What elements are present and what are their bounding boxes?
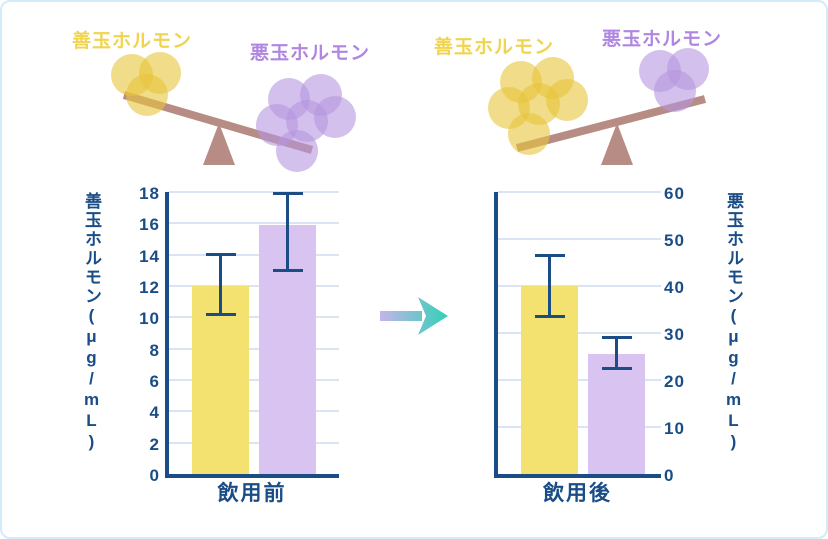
grid-line — [498, 238, 661, 240]
hormone-ball — [546, 79, 588, 121]
plot-area — [494, 191, 661, 478]
grid-line — [498, 426, 661, 428]
error-bar-line — [219, 254, 222, 315]
bad-hormone-balls — [639, 48, 709, 112]
tick-label: 30 — [664, 325, 685, 344]
error-bar-line — [615, 337, 618, 369]
hormone-ball — [654, 70, 696, 112]
error-bar-cap — [272, 268, 303, 272]
grid-line — [169, 347, 339, 350]
y-axis-ticks: 0 10 20 30 40 50 60 — [664, 184, 710, 485]
tick-label: 0 — [664, 466, 675, 485]
hormone-ball — [126, 74, 168, 116]
y-axis-ticks: 0 2 4 6 8 10 12 14 16 18 — [110, 184, 160, 485]
chart-before-drinking: 善玉ホルモン(μg/mL) 0 2 4 6 8 10 12 14 16 18 飲用前 — [72, 184, 372, 517]
good-hormone-label: 善玉ホルモン — [72, 31, 193, 52]
error-bar-line — [286, 193, 289, 271]
tick-label: 20 — [664, 372, 685, 391]
error-bar-cap — [534, 315, 565, 319]
error-bar-cap — [272, 192, 303, 196]
seesaw-before: 善玉ホルモン 悪玉ホルモン — [62, 12, 369, 177]
bad-hormone-balls — [256, 74, 356, 172]
bad-hormone-label: 悪玉ホルモン — [250, 43, 371, 64]
error-bar-cap — [601, 366, 632, 370]
error-bar-line — [548, 255, 551, 317]
tick-label: 16 — [139, 215, 160, 235]
y-axis-label-good-hormone: 善玉ホルモン(μg/mL) — [82, 192, 101, 453]
tick-label: 10 — [664, 419, 685, 438]
right-arrow-icon — [380, 297, 448, 335]
grid-line — [169, 285, 339, 287]
error-bar-cap — [534, 253, 565, 257]
grid-line — [169, 379, 339, 381]
seesaw-fulcrum — [601, 123, 633, 165]
tick-label: 4 — [149, 403, 160, 423]
error-bar-cap — [205, 253, 236, 257]
bad-hormone-label: 悪玉ホルモン — [602, 29, 723, 50]
tick-label: 8 — [149, 340, 160, 360]
hormone-ball — [276, 130, 318, 172]
grid-line — [169, 253, 339, 256]
y-axis-label-bad-hormone: 悪玉ホルモン(μg/mL) — [724, 192, 743, 453]
tick-label: 50 — [664, 231, 685, 250]
tick-label: 12 — [139, 278, 160, 297]
error-bar-cap — [601, 336, 632, 340]
transition-arrow — [378, 296, 450, 336]
tick-label: 2 — [149, 434, 160, 454]
bar-good-hormone — [192, 286, 249, 474]
chart-after-drinking: 悪玉ホルモン(μg/mL) 0 10 20 30 40 50 60 飲用後 — [490, 184, 780, 517]
plot-area — [165, 191, 339, 478]
grid-line — [169, 410, 339, 413]
bar-bad-hormone — [588, 354, 645, 474]
grid-line — [498, 332, 661, 334]
good-hormone-label: 善玉ホルモン — [434, 37, 555, 58]
good-hormone-balls — [488, 57, 588, 155]
grid-line — [498, 285, 661, 287]
arrow-head — [418, 297, 448, 335]
tick-label: 60 — [664, 184, 685, 203]
grid-line — [169, 316, 339, 319]
grid-line — [169, 191, 339, 193]
tick-label: 6 — [149, 372, 160, 391]
tick-label: 14 — [139, 246, 160, 266]
seesaw-after: 善玉ホルモン 悪玉ホルモン — [422, 12, 732, 177]
x-axis-label: 飲用前 — [217, 482, 287, 505]
tick-label: 40 — [664, 278, 685, 297]
grid-line — [498, 191, 661, 193]
hormone-ball — [314, 96, 356, 138]
grid-line — [169, 222, 339, 225]
tick-label: 18 — [139, 184, 160, 203]
tick-label: 0 — [149, 466, 160, 485]
good-hormone-balls — [111, 52, 181, 116]
arrow-shaft — [380, 311, 422, 321]
seesaw-illustration-after — [488, 48, 709, 165]
seesaw-fulcrum — [203, 123, 235, 165]
error-bar-cap — [205, 312, 236, 316]
x-axis-label: 飲用後 — [543, 482, 612, 505]
grid-line — [169, 441, 339, 444]
hormone-ball — [508, 113, 550, 155]
seesaw-illustration-before — [111, 52, 356, 172]
tick-label: 10 — [139, 309, 160, 329]
grid-line — [498, 379, 661, 381]
